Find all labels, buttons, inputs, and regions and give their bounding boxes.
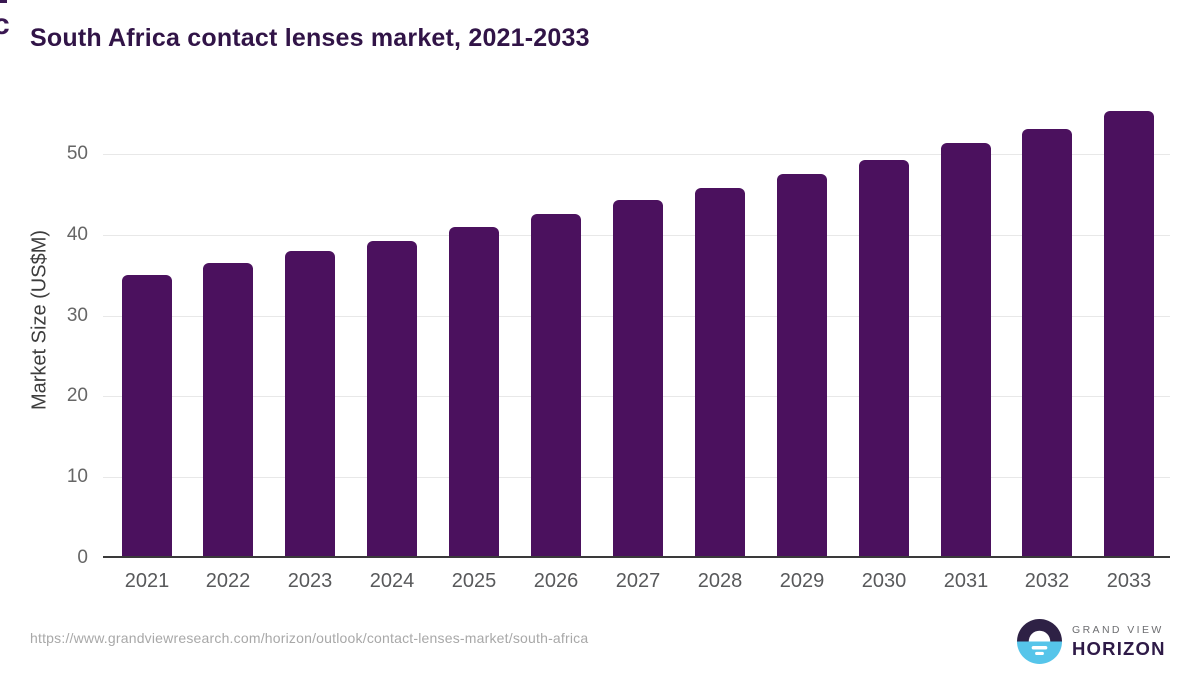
logo-top-text: GRAND VIEW — [1072, 623, 1164, 636]
bar-2025 — [449, 227, 499, 558]
bar-2023 — [285, 251, 335, 558]
bar-2031 — [941, 143, 991, 558]
x-tick-label: 2030 — [861, 570, 907, 592]
bar-2024 — [367, 241, 417, 558]
bar-2029 — [777, 174, 827, 558]
y-tick-label: 20 — [66, 385, 88, 406]
corner-artifact-glyph: c — [0, 8, 10, 41]
x-tick-label: 2026 — [533, 570, 579, 592]
source-url: https://www.grandviewresearch.com/horizo… — [30, 630, 589, 646]
x-tick-label: 2032 — [1024, 570, 1070, 592]
bar-2033 — [1104, 111, 1154, 558]
logo-text-block: GRAND VIEW HORIZON — [1072, 624, 1166, 660]
x-tick-label: 2031 — [943, 570, 989, 592]
y-tick-label: 10 — [66, 466, 88, 487]
gridline — [103, 154, 1170, 155]
bar-2032 — [1022, 129, 1072, 558]
bar-2021 — [122, 275, 172, 558]
x-tick-label: 2022 — [205, 570, 251, 592]
logo-bottom-text: HORIZON — [1072, 637, 1166, 659]
x-tick-label: 2028 — [697, 570, 743, 592]
bar-2028 — [695, 188, 745, 558]
y-tick-label: 0 — [77, 547, 88, 568]
x-tick-label: 2029 — [779, 570, 825, 592]
x-tick-label: 2021 — [124, 570, 170, 592]
brand-logo: GRAND VIEW HORIZON — [1016, 618, 1166, 665]
horizon-sunrise-icon — [1016, 618, 1063, 665]
x-axis-line — [103, 556, 1170, 558]
bar-2026 — [531, 214, 581, 558]
chart-title: South Africa contact lenses market, 2021… — [30, 24, 590, 52]
corner-artifact-speck — [0, 0, 7, 3]
y-tick-label: 40 — [66, 224, 88, 245]
x-tick-label: 2024 — [369, 570, 415, 592]
x-tick-label: 2023 — [287, 570, 333, 592]
y-tick-label: 30 — [66, 305, 88, 326]
bar-2030 — [859, 160, 909, 558]
x-tick-label: 2033 — [1106, 570, 1152, 592]
y-tick-label: 50 — [66, 143, 88, 164]
x-tick-label: 2025 — [451, 570, 497, 592]
bar-2027 — [613, 200, 663, 558]
x-tick-label: 2027 — [615, 570, 661, 592]
bar-2022 — [203, 263, 253, 558]
